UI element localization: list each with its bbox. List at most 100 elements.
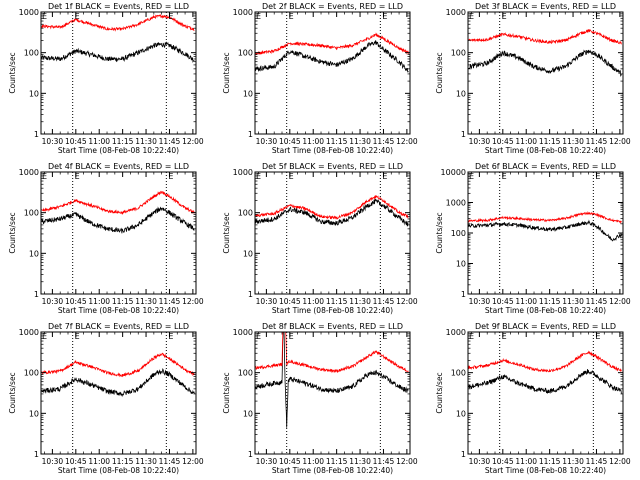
time-marker-label: E	[168, 172, 173, 181]
x-tick-label: 11:45	[586, 457, 608, 466]
y-tick-label: 1	[34, 130, 39, 139]
y-tick-label: 1	[461, 130, 466, 139]
time-marker-label: E	[502, 332, 507, 341]
time-marker-label: E	[469, 12, 474, 21]
series-line-lld	[41, 14, 195, 32]
y-axis-label: Counts/sec	[8, 372, 17, 413]
y-tick-label: 10	[456, 409, 466, 418]
x-tick-label: 11:15	[326, 137, 348, 146]
plot-frame	[40, 11, 197, 135]
x-tick-label: 11:45	[586, 297, 608, 306]
x-tick-label: 11:15	[112, 297, 134, 306]
y-tick-label: 1000	[19, 168, 39, 177]
x-tick-label: 10:45	[65, 457, 87, 466]
y-tick-label: 1	[34, 450, 39, 459]
plot-frame	[254, 331, 411, 455]
x-tick-label: 10:45	[65, 297, 87, 306]
y-tick-label: 10	[29, 409, 39, 418]
x-tick-label: 11:45	[159, 137, 181, 146]
time-marker-label: E	[75, 332, 80, 341]
y-tick-label: 1	[461, 450, 466, 459]
x-tick-label: 10:30	[469, 297, 491, 306]
x-tick-label: 12:00	[182, 457, 204, 466]
series-line-events	[468, 369, 622, 395]
panel-title: Det 4f BLACK = Events, RED = LLD	[48, 162, 189, 171]
x-tick-label: 10:30	[256, 297, 278, 306]
panel-title: Det 1f BLACK = Events, RED = LLD	[48, 2, 189, 11]
series-line-events	[255, 198, 409, 227]
x-tick-label: 12:00	[182, 137, 204, 146]
time-marker-label: E	[75, 172, 80, 181]
x-tick-label: 11:15	[539, 137, 561, 146]
time-marker-label: E	[382, 332, 387, 341]
series-line-events	[468, 219, 622, 242]
y-tick-label: 10	[456, 260, 466, 269]
x-tick-label: 11:30	[135, 457, 157, 466]
series-line-lld	[41, 352, 195, 378]
x-tick-label: 12:00	[396, 297, 418, 306]
time-marker-label: E	[256, 332, 261, 341]
series-line-lld	[468, 29, 622, 45]
x-tick-label: 10:45	[279, 457, 301, 466]
time-marker-label: E	[256, 172, 261, 181]
series-line-events	[41, 41, 195, 64]
x-tick-label: 12:00	[396, 137, 418, 146]
y-tick-label: 1000	[233, 8, 253, 17]
x-tick-label: 10:30	[256, 457, 278, 466]
x-axis-label: Start Time (08-Feb-08 10:22:40)	[272, 466, 393, 475]
y-tick-label: 100	[451, 229, 466, 238]
x-axis-label: Start Time (08-Feb-08 10:22:40)	[485, 306, 606, 315]
y-tick-label: 1000	[446, 8, 466, 17]
time-marker-label: E	[595, 12, 600, 21]
x-tick-label: 12:00	[396, 457, 418, 466]
x-tick-label: 11:00	[302, 137, 324, 146]
y-tick-label: 1	[248, 130, 253, 139]
x-tick-label: 11:30	[135, 137, 157, 146]
x-axis-label: Start Time (08-Feb-08 10:22:40)	[485, 466, 606, 475]
x-axis-label: Start Time (08-Feb-08 10:22:40)	[272, 146, 393, 155]
time-marker-label: E	[595, 332, 600, 341]
series-line-events	[41, 367, 195, 398]
x-tick-label: 10:30	[42, 137, 64, 146]
x-tick-label: 10:45	[492, 457, 514, 466]
x-tick-label: 11:00	[515, 297, 537, 306]
time-marker-label: E	[502, 172, 507, 181]
series-line-lld	[255, 194, 409, 220]
time-marker-label: E	[42, 332, 47, 341]
y-tick-label: 1	[248, 450, 253, 459]
time-marker-label: E	[75, 12, 80, 21]
x-tick-label: 11:30	[562, 457, 584, 466]
x-tick-label: 11:00	[302, 297, 324, 306]
time-marker-label: E	[382, 172, 387, 181]
x-tick-label: 11:00	[515, 137, 537, 146]
series-line-lld	[468, 350, 622, 373]
y-tick-label: 100	[24, 369, 39, 378]
x-tick-label: 11:30	[349, 297, 371, 306]
x-tick-label: 11:15	[112, 137, 134, 146]
y-tick-label: 1000	[446, 328, 466, 337]
y-axis-label: Counts/sec	[435, 372, 444, 413]
x-tick-label: 12:00	[182, 297, 204, 306]
panel-title: Det 6f BLACK = Events, RED = LLD	[475, 162, 616, 171]
series-line-events	[255, 332, 409, 428]
x-axis-label: Start Time (08-Feb-08 10:22:40)	[272, 306, 393, 315]
time-marker-label: E	[289, 172, 294, 181]
time-marker-label: E	[382, 12, 387, 21]
x-tick-label: 10:45	[279, 137, 301, 146]
time-marker-label: E	[256, 12, 261, 21]
y-tick-label: 1	[34, 290, 39, 299]
time-marker-label: E	[469, 172, 474, 181]
x-tick-label: 11:15	[539, 457, 561, 466]
y-axis-label: Counts/sec	[8, 212, 17, 253]
x-tick-label: 11:30	[135, 297, 157, 306]
time-marker-label: E	[42, 172, 47, 181]
y-tick-label: 100	[451, 369, 466, 378]
plot-frame	[467, 171, 624, 295]
y-axis-label: Counts/sec	[435, 212, 444, 253]
x-tick-label: 11:30	[562, 137, 584, 146]
series-line-events	[468, 49, 622, 77]
